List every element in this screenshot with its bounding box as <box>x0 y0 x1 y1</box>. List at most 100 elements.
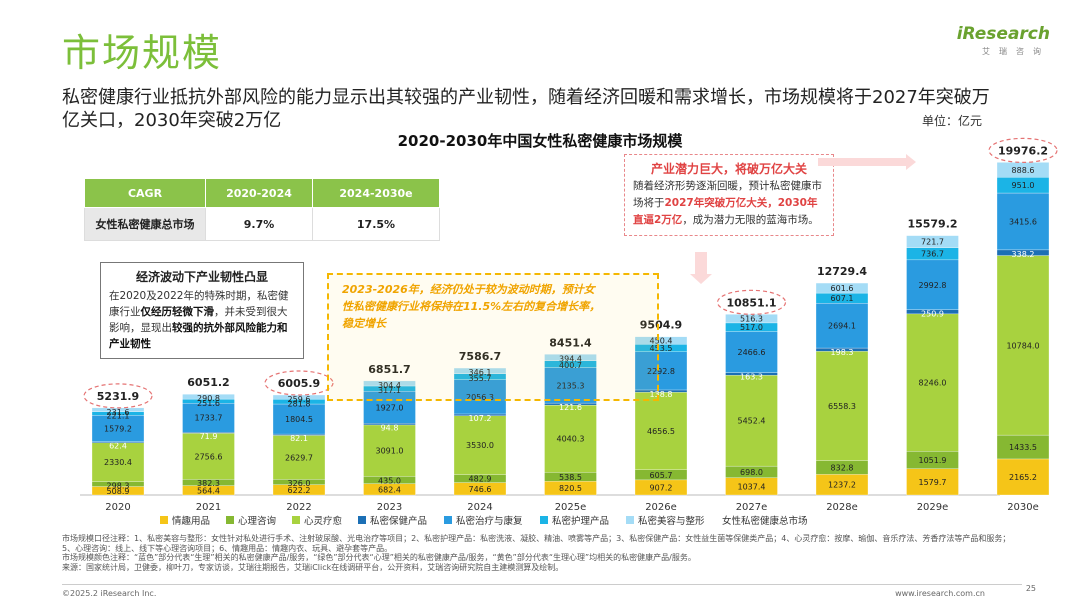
x-tick-label-2022: 2022 <box>286 502 311 513</box>
legend-label-4: 私密治疗与康复 <box>456 515 523 527</box>
data-label-2029e-4: 2992.8 <box>919 281 947 290</box>
x-tick-label-2028e: 2028e <box>826 502 858 513</box>
data-label-2028e-0: 1237.2 <box>828 481 856 490</box>
growth-period-callout-text: 2023-2026年，经济仍处于较为波动时期，预计女性私密健康行业将保持在11.… <box>342 283 601 330</box>
data-label-2025e-2: 4040.3 <box>557 435 585 444</box>
data-label-2022-6: 259.6 <box>288 395 311 404</box>
data-label-2021-3: 71.9 <box>200 432 218 441</box>
data-label-2024-2: 3530.0 <box>466 441 494 450</box>
bar-segment-2030e-2 <box>996 255 1050 436</box>
data-label-2030e-0: 2165.2 <box>1009 473 1037 482</box>
total-label-2024: 7586.7 <box>459 350 501 363</box>
data-label-2020-3: 62.4 <box>109 442 127 451</box>
data-label-2020-2: 2330.4 <box>104 458 132 467</box>
legend-swatch-4 <box>444 516 452 524</box>
data-label-2020-4: 1579.2 <box>104 425 132 434</box>
data-label-2028e-6: 601.6 <box>831 284 854 293</box>
legend-label-total: 女性私密健康总市场 <box>722 515 808 527</box>
bar-segment-2023-4 <box>363 391 416 424</box>
data-label-2030e-6: 888.6 <box>1012 166 1035 175</box>
total-label-2028e: 12729.4 <box>817 265 867 278</box>
bar-segment-2024-2 <box>453 415 507 475</box>
bar-segment-2020-2 <box>91 442 145 482</box>
growth-period-highlight-box <box>327 273 659 401</box>
x-tick-label-2020: 2020 <box>105 502 130 513</box>
data-label-2026e-1: 605.7 <box>650 471 673 480</box>
total-highlight-2022 <box>264 370 334 396</box>
bar-segment-2029e-0 <box>906 468 959 496</box>
cagr-row-value1: 9.7% <box>205 207 313 241</box>
total-highlight-2030e <box>988 137 1058 163</box>
logo-subtext: 艾瑞咨询 <box>982 47 1050 56</box>
legend-label-2: 心灵疗愈 <box>304 515 343 527</box>
bar-segment-2029e-4 <box>906 259 959 310</box>
chart-title: 2020-2030年中国女性私密健康市场规模 <box>397 132 683 150</box>
legend-swatch-2 <box>292 516 300 524</box>
total-label-2023: 6851.7 <box>368 363 410 376</box>
legend-label-6: 私密美容与整形 <box>638 515 705 527</box>
data-label-2029e-3: 250.9 <box>921 310 944 319</box>
bar-segment-2020-4 <box>91 415 145 442</box>
data-label-2022-2: 2629.7 <box>285 453 313 462</box>
copyright: ©2025.2 iResearch Inc. <box>62 589 157 598</box>
data-label-2029e-2: 8246.0 <box>919 379 947 388</box>
x-tick-label-2026e: 2026e <box>645 502 677 513</box>
data-label-2023-5: 317.1 <box>378 386 401 395</box>
data-label-2026e-5: 453.5 <box>650 344 673 353</box>
data-label-2021-1: 382.3 <box>197 479 220 488</box>
data-label-2030e-3: 338.2 <box>1012 250 1035 259</box>
footnote-source: 来源：国家统计局，卫健委，柳叶刀，专家访谈，艾瑞往期报告，艾瑞iClick在线调… <box>62 563 564 572</box>
data-label-2021-6: 290.8 <box>197 394 220 403</box>
data-label-2022-4: 1804.5 <box>285 415 313 424</box>
website-link[interactable]: www.iresearch.com.cn <box>895 589 985 598</box>
bar-segment-2024-6 <box>453 367 507 374</box>
data-label-2024-1: 482.9 <box>469 475 492 484</box>
x-tick-label-2025e: 2025e <box>555 502 587 513</box>
resilience-callout-bold2: 较强的抗外部风险能力和产业韧性 <box>109 322 288 350</box>
data-label-2030e-2: 10784.0 <box>1006 341 1039 350</box>
total-label-2020: 5231.9 <box>97 390 139 403</box>
data-label-2020-1: 298.3 <box>107 482 130 491</box>
data-label-2020-6: 231.6 <box>107 408 130 417</box>
resilience-callout-title: 经济波动下产业韧性凸显 <box>135 270 268 284</box>
x-tick-label-2021: 2021 <box>196 502 221 513</box>
bar-segment-2024-4 <box>453 379 507 415</box>
data-label-2021-0: 564.4 <box>197 486 220 495</box>
x-tick-label-2030e: 2030e <box>1007 502 1039 513</box>
potential-callout-emphasis: 2027年突破万亿大关，2030年直逼2万亿 <box>633 197 818 226</box>
footnote-scope: 市场规模口径注释：1、私密美容与整形：女性针对私处进行手术、注射玻尿酸、光电治疗… <box>62 534 1011 553</box>
resilience-callout-text1: 在2020及2022年的特殊时期，私密健康行业 <box>109 290 289 318</box>
data-label-2024-3: 107.2 <box>469 414 492 423</box>
data-label-2027e-5: 517.0 <box>740 323 763 332</box>
logo-text: iResearch <box>956 24 1050 44</box>
data-label-2020-5: 221.1 <box>107 412 130 421</box>
data-label-2026e-4: 2292.8 <box>647 367 675 376</box>
total-label-2025e: 8451.4 <box>549 336 592 349</box>
data-label-2023-3: 94.8 <box>381 423 399 432</box>
legend-label-0: 情趣用品 <box>172 515 210 527</box>
resilience-callout-bold1: 仅经历轻微下滑 <box>140 306 215 318</box>
data-label-2027e-6: 516.3 <box>740 315 763 324</box>
total-label-2029e: 15579.2 <box>907 218 957 231</box>
resilience-callout-text2: ，并未受到很大影响，显现出 <box>109 306 288 334</box>
potential-callout-text2: ，成为潜力无限的蓝海市场。 <box>682 214 819 226</box>
bar-segment-2027e-4 <box>725 331 778 373</box>
cagr-row-value2: 17.5% <box>312 207 440 241</box>
bar-segment-2029e-2 <box>906 313 959 452</box>
footer-divider <box>62 584 1022 585</box>
legend-swatch-3 <box>358 516 366 524</box>
page-number: 25 <box>1025 584 1036 593</box>
data-label-2026e-3: 138.8 <box>650 390 673 399</box>
data-label-2026e-6: 450.4 <box>650 337 673 346</box>
potential-callout: 产业潜力巨大，将破万亿大关 随着经济形势逐渐回暖，预计私密健康市场将于2027年… <box>624 154 834 236</box>
total-label-2021: 6051.2 <box>187 376 229 389</box>
legend-swatch-6 <box>626 516 634 524</box>
data-label-2027e-3: 163.3 <box>740 373 763 382</box>
data-label-2022-3: 82.1 <box>290 434 308 443</box>
page-subtitle: 私密健康行业抵抗外部风险的能力显示出其较强的产业韧性，随着经济回暖和需求增长，市… <box>62 87 990 131</box>
data-label-2028e-3: 198.3 <box>831 348 854 357</box>
data-label-2030e-1: 1433.5 <box>1009 443 1037 452</box>
bar-segment-2025e-6 <box>544 354 597 362</box>
resilience-callout: 经济波动下产业韧性凸显 在2020及2022年的特殊时期，私密健康行业仅经历轻微… <box>100 262 304 359</box>
